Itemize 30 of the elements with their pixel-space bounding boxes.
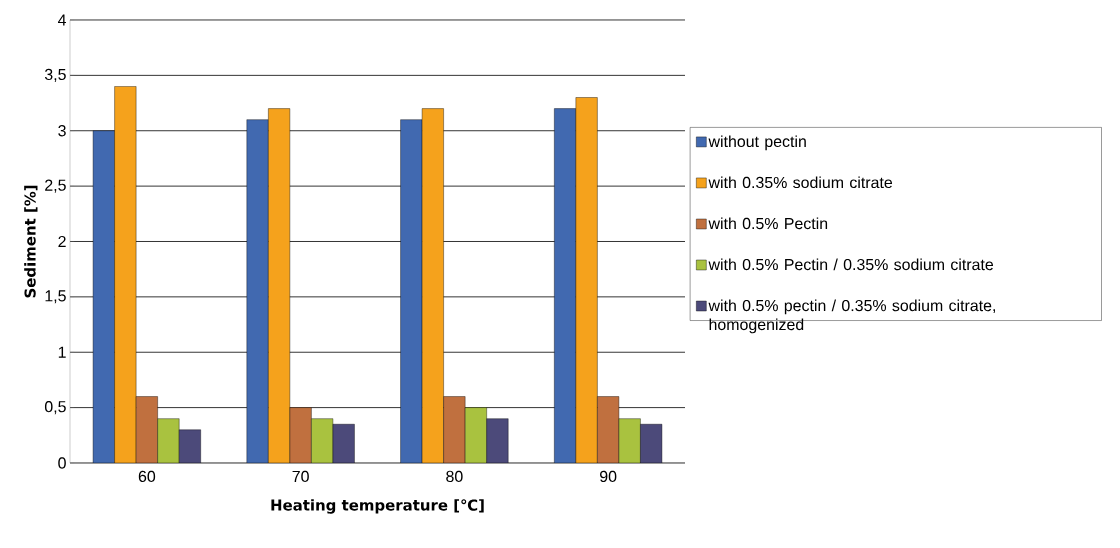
bar xyxy=(246,119,269,463)
bar xyxy=(443,396,466,463)
bar xyxy=(178,429,201,463)
bar xyxy=(597,396,620,463)
legend-label: with 0.35% sodium citrate xyxy=(708,176,893,189)
y-tick-label: 0 xyxy=(58,457,66,469)
legend-label: with 0.5% Pectin xyxy=(708,217,828,230)
bar xyxy=(554,108,577,463)
y-axis-title: Sediment [%] xyxy=(24,185,38,298)
x-tick-label: 70 xyxy=(292,470,309,483)
y-tick-label: 1 xyxy=(58,346,66,358)
y-tick-label: 2 xyxy=(58,235,66,248)
x-tick-label: 60 xyxy=(138,470,156,483)
bar xyxy=(92,130,115,463)
bar xyxy=(289,407,312,463)
bar xyxy=(400,119,423,463)
legend-label: with 0.5% pectin / 0.35% sodium citrate, homogenized xyxy=(708,299,995,334)
legend-label: without pectin xyxy=(708,135,806,151)
y-tick-label: 3 xyxy=(58,125,66,137)
x-axis-title: Heating temperature [℃] xyxy=(271,499,484,514)
y-tick-label: 4 xyxy=(57,14,67,26)
y-tick-label: 2,5 xyxy=(45,179,66,193)
x-tick-label: 80 xyxy=(446,470,463,483)
x-tick-label: 90 xyxy=(600,470,617,483)
y-tick-label: 3,5 xyxy=(44,68,66,82)
bar xyxy=(486,418,509,463)
y-tick-label: 0,5 xyxy=(44,401,66,415)
legend-label: with 0.5% Pectin / 0.35% sodium citrate xyxy=(708,258,994,271)
bar xyxy=(135,396,158,463)
y-tick-label: 1,5 xyxy=(45,290,66,304)
